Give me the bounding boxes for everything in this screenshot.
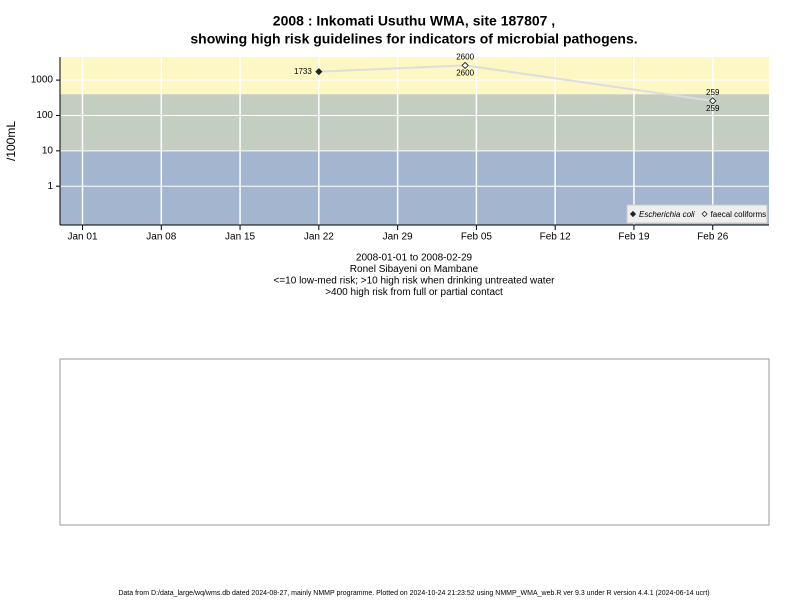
x-tick-label: Feb 19 [618,232,650,243]
data-label: 259 [706,88,720,97]
risk-band [60,57,769,95]
y-tick-label: 1 [47,181,53,192]
x-tick-label: Jan 08 [146,232,176,243]
point [461,61,469,69]
data-label: 1733 [294,67,312,76]
point [709,97,717,105]
x-tick-label: Jan 01 [67,232,97,243]
y-axis-label: /100mL [4,121,18,161]
chart-title: 2008 : Inkomati Usuthu WMA, site 187807 … [273,13,555,29]
y-tick-label: 100 [36,110,53,121]
x-tick-label: Feb 12 [540,232,572,243]
legend-box [626,204,768,224]
legend-marker [629,210,637,218]
empty-panel [59,358,770,526]
point [315,68,323,76]
risk-band [60,94,769,151]
x-tick-label: Jan 22 [304,232,334,243]
legend-marker [701,210,708,218]
y-tick-label: 10 [42,145,54,156]
note: <=10 low-med risk; >10 high risk when dr… [274,276,556,287]
note: Ronel Sibayeni on Mambane [350,264,479,275]
chart-subtitle: showing high risk guidelines for indicat… [190,31,637,47]
x-tick-label: Jan 29 [383,232,413,243]
note: >400 high risk from full or partial cont… [325,287,503,298]
note: 2008-01-01 to 2008-02-29 [356,253,473,264]
legend-label: faecal coliforms [711,210,767,219]
y-tick-label: 1000 [31,75,54,86]
footer: Data from D:/data_large/wq/wms.db dated … [118,590,709,597]
legend-label: Escherichia coli [639,210,695,219]
data-label: 259 [706,104,720,113]
x-tick-label: Feb 26 [697,232,729,243]
data-label: 2600 [456,53,474,62]
x-tick-label: Feb 05 [461,232,493,243]
x-tick-label: Jan 15 [225,232,255,243]
data-label: 2600 [456,69,474,78]
